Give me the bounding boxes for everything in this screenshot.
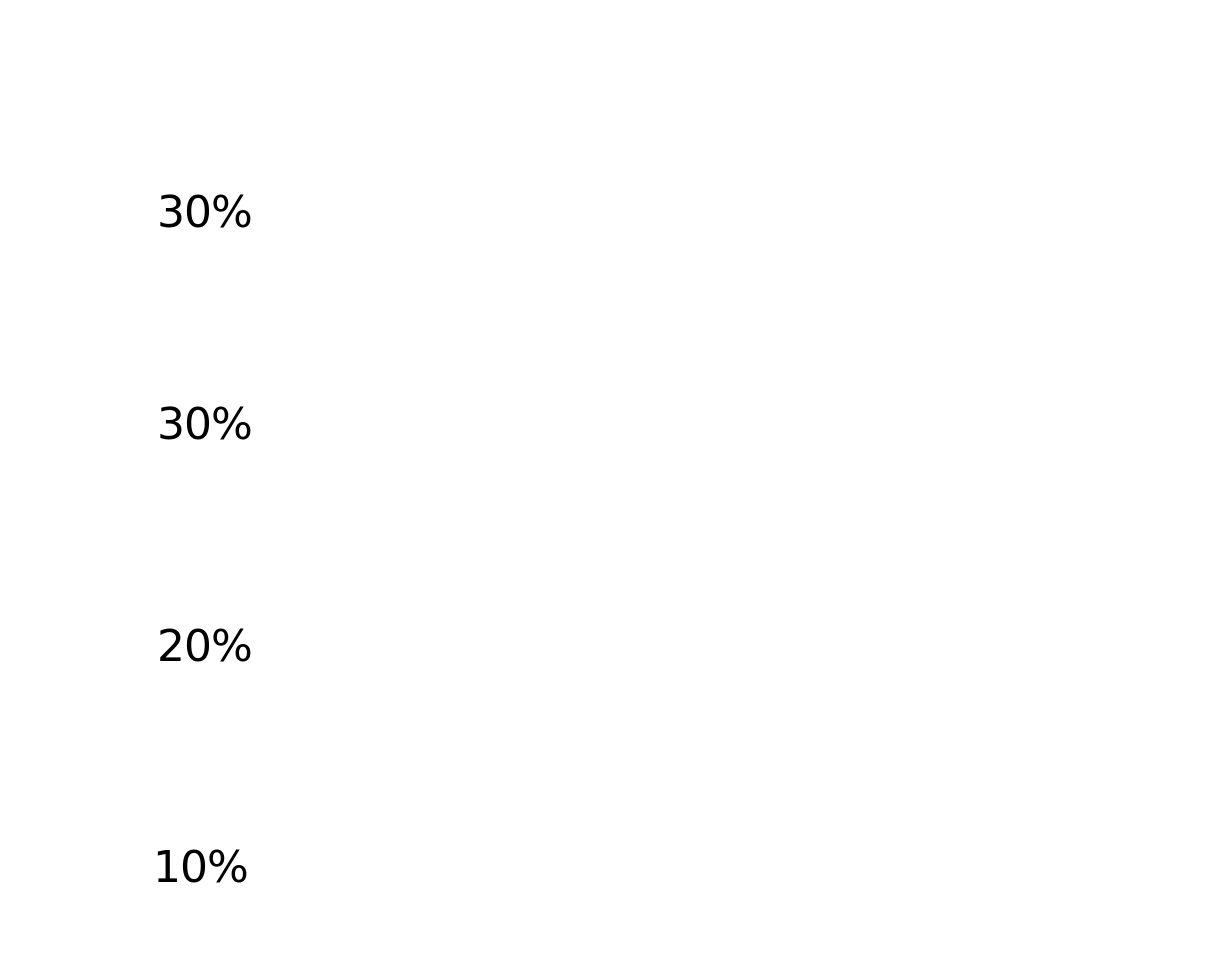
percentage-list: 30% 30% 20% 10% [153,0,355,964]
percentage-value: 30% [157,187,253,238]
percentage-value: 20% [157,621,253,672]
percentage-value: 10% [153,842,249,893]
percentage-value: 30% [157,399,253,450]
